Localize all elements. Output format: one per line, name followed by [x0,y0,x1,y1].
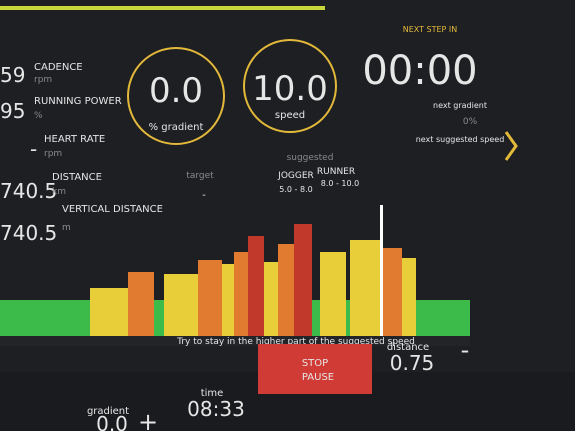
metric-value: 95 [0,99,25,123]
speed-profile [0,205,470,346]
next-step-label: NEXT STEP IN [403,25,458,34]
metric-unit: m [62,223,71,233]
profile-bar [248,236,264,338]
gauge-ring [243,39,337,133]
next-step-time: 00:00 [362,48,477,94]
gauge-ring [127,47,225,145]
gauges: 0.0 % gradient 10.0 speed [127,39,337,145]
profile-bar [128,272,154,338]
stop-label: STOP [302,358,328,369]
profile-bar [90,288,128,338]
suggested-label: suggested [287,153,334,163]
target-value: - [202,190,206,201]
target-label: target [186,171,214,181]
metrics: 59 CADENCE rpm 95 RUNNING POWER % - HEAR… [0,62,163,245]
next-arrow[interactable] [504,131,518,161]
profile-bar [222,264,234,338]
distance-label: distance [387,342,429,353]
time-label: time [201,388,224,399]
metric-label: CADENCE [34,62,83,73]
profile-bar [164,274,198,338]
metric-unit: km [52,187,66,197]
level-name: RUNNER [317,167,355,177]
profile-bar [320,252,346,338]
profile-bar [294,224,312,338]
profile-bar [402,258,416,338]
next-gradient-value: 0% [463,117,478,127]
gradient-label: gradient [87,406,129,417]
metric-unit: % [34,111,43,121]
stop-pause-button[interactable] [258,344,372,394]
progress [0,6,325,10]
distance-minus[interactable]: - [461,336,470,364]
level-range: 5.0 - 8.0 [279,185,312,194]
metric-value: 59 [0,63,25,87]
metric-label: VERTICAL DISTANCE [62,204,163,215]
gauge-value: 10.0 [252,69,328,109]
position-marker [380,205,383,338]
time-value: 08:33 [187,397,245,421]
profile-bar [264,262,278,338]
hint: Try to stay in the higher part of the su… [176,337,415,347]
next-gradient-label: next gradient [433,101,487,110]
metric-unit: rpm [34,75,52,85]
profile-bar [380,248,402,338]
next-speed-label: next suggested speed [416,135,505,144]
gauge-label: speed [275,110,305,121]
profile-footer [0,336,470,346]
gauge-value: 0.0 [149,71,203,111]
level-range: 8.0 - 10.0 [321,179,360,188]
metric-label: HEART RATE [44,134,105,145]
distance-value: 0.75 [390,351,435,375]
metric-value: 740.5 [0,221,57,245]
metric-label: RUNNING POWER [34,96,122,107]
gauge-label: % gradient [149,122,204,133]
metric-label: DISTANCE [52,172,102,183]
gradient-plus[interactable]: + [138,408,158,431]
level-name: JOGGER [277,171,314,181]
profile-bar [198,260,222,338]
metric-value: 740.5 [0,179,57,203]
metric-unit: rpm [44,149,62,159]
pause-label: PAUSE [302,372,334,383]
profile-bar [350,240,380,338]
gradient-value: 0.0 [96,412,128,431]
metric-value: - [30,137,37,161]
next-step: NEXT STEP IN 00:00 next gradient 0% next… [362,25,518,161]
